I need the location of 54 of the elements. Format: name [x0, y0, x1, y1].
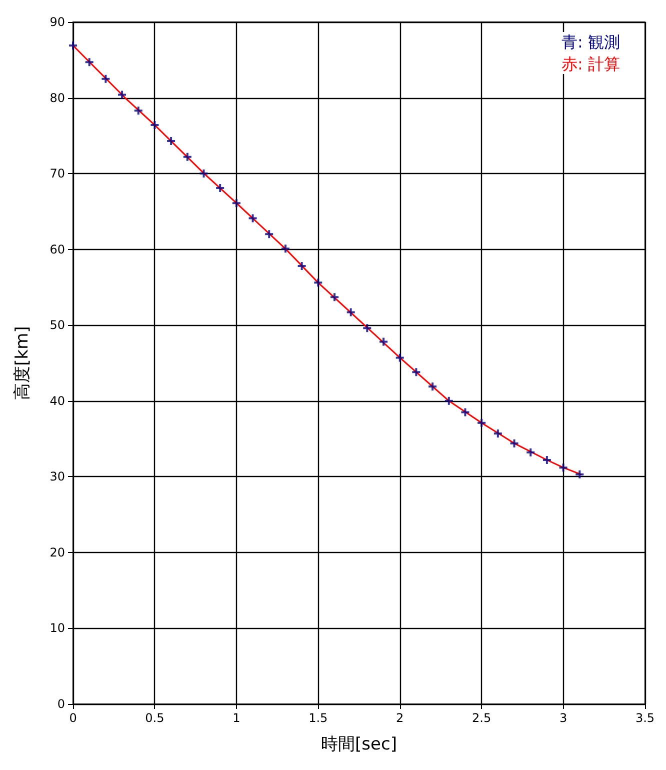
point: [576, 470, 584, 478]
y-tick-label: 20: [50, 545, 65, 560]
point: [428, 382, 437, 390]
y-tick-label: 40: [50, 394, 65, 408]
point: [265, 230, 274, 238]
point: [559, 464, 568, 472]
x-tick-label: 0: [69, 711, 77, 725]
x-tick-label: 2.5: [472, 711, 492, 725]
x-tick-label: 0.5: [145, 711, 164, 725]
point: [200, 170, 208, 178]
x-tick-label: 1.5: [308, 711, 328, 725]
point: [216, 184, 224, 192]
point: [248, 214, 257, 222]
point: [461, 408, 470, 416]
y-tick-label: 60: [50, 242, 65, 256]
point: [412, 368, 420, 376]
point: [494, 429, 502, 438]
text: 青: 観測: [562, 32, 620, 52]
point: [444, 396, 453, 405]
x-axis-title: 時間[sec]: [321, 734, 397, 754]
point: [85, 58, 94, 66]
y-tick-label: 10: [50, 621, 65, 636]
x-tick-label: 2: [396, 711, 404, 725]
x-tick-label: 3.5: [635, 711, 655, 725]
point: [380, 338, 388, 346]
point: [363, 324, 372, 332]
point: [330, 293, 338, 302]
text: 赤: 計算: [562, 54, 620, 74]
point: [478, 418, 486, 427]
point: [167, 136, 176, 145]
y-axis-title: 高度[km]: [12, 326, 32, 400]
y-tick-label: 80: [50, 90, 65, 105]
point: [118, 90, 126, 99]
point: [314, 278, 322, 287]
point: [232, 199, 240, 208]
point: [134, 106, 142, 115]
y-tick-label: 0: [57, 697, 65, 711]
y-tick-label: 90: [50, 15, 65, 29]
point: [69, 41, 77, 50]
point: [281, 244, 290, 253]
y-tick-label: 50: [50, 318, 65, 332]
point: [346, 308, 355, 316]
point: [150, 121, 159, 130]
point: [510, 439, 518, 448]
point: [526, 448, 535, 456]
y-tick-label: 30: [50, 470, 65, 484]
point: [542, 456, 551, 464]
point: [183, 152, 192, 161]
x-tick-label: 1: [232, 711, 240, 725]
point: [298, 262, 306, 270]
point: [102, 74, 110, 83]
y-tick-label: 70: [50, 166, 65, 181]
point: [396, 354, 404, 362]
x-tick-label: 3: [559, 711, 568, 725]
